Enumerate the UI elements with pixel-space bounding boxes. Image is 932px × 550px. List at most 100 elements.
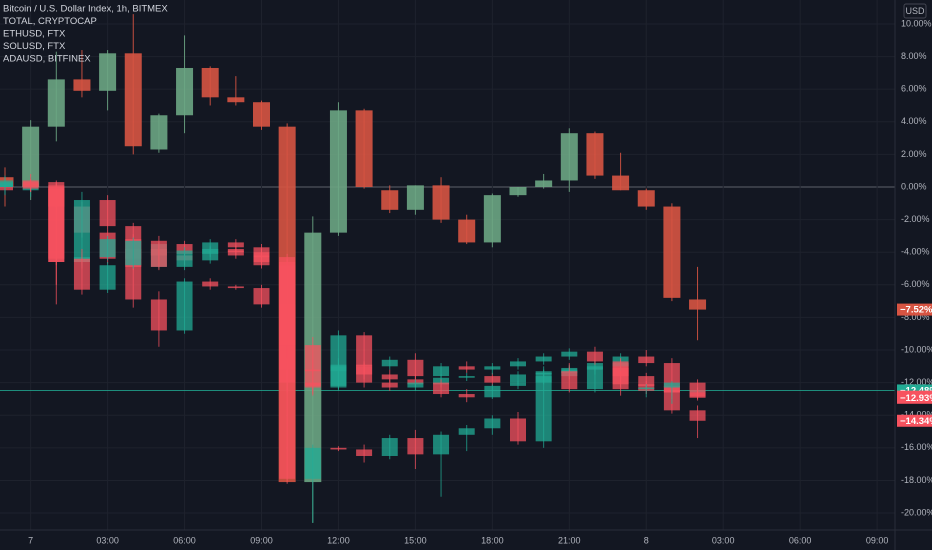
- y-tick-label: 0.00%: [901, 181, 927, 191]
- y-tick-label: 10.00%: [901, 18, 932, 28]
- y-tick-label: -14.00%: [901, 410, 932, 420]
- candle-body: [176, 281, 193, 331]
- candle-body: [253, 247, 270, 266]
- candle-body: [484, 366, 501, 370]
- y-tick-label: -2.00%: [901, 214, 930, 224]
- candle-body: [356, 335, 373, 367]
- candle-body: [47, 79, 65, 127]
- candle-body: [202, 281, 219, 287]
- candle-body: [561, 371, 578, 390]
- candle-body: [381, 359, 398, 367]
- legend-entry: TOTAL, CRYPTOCAP: [3, 16, 97, 27]
- candle-body: [663, 206, 681, 298]
- candle-body: [510, 374, 526, 383]
- candle-body: [227, 242, 244, 248]
- candle-body: [22, 126, 40, 187]
- candle-body: [253, 288, 270, 305]
- x-tick-label: 06:00: [789, 535, 812, 545]
- candle-body: [329, 110, 347, 233]
- x-tick-label: 18:00: [481, 535, 504, 545]
- candle-body: [330, 366, 347, 386]
- axis-labels: 10.00% 8.00% 6.00% 4.00% 2.00% 0.00% -2.00% -4.…: [28, 18, 932, 545]
- candle-body: [0, 186, 13, 191]
- candle-body: [99, 239, 116, 258]
- y-tick-label: -12.00%: [901, 377, 932, 387]
- candle-body: [483, 195, 501, 243]
- candle-body: [73, 79, 91, 91]
- candle-body: [586, 366, 603, 390]
- candle-body: [458, 394, 475, 398]
- legend-entry: SOLUSD, FTX: [3, 41, 66, 52]
- candle-body: [150, 115, 168, 150]
- x-tick-label: 03:00: [712, 535, 735, 545]
- legend-entry: Bitcoin / U.S. Dollar Index, 1h, BITMEX: [3, 4, 168, 15]
- candle-body: [689, 410, 706, 421]
- y-tick-label: 8.00%: [901, 51, 927, 61]
- candle-body: [304, 447, 321, 479]
- candle-body: [99, 265, 116, 290]
- last-value-box: [897, 414, 932, 427]
- candle-body: [535, 371, 552, 442]
- candle-body: [510, 382, 526, 386]
- candle-body: [279, 304, 296, 479]
- x-tick-label: 21:00: [558, 535, 581, 545]
- x-tick-label: 8: [644, 535, 649, 545]
- candle-body: [433, 366, 450, 377]
- candle-body: [227, 286, 244, 289]
- candle-body: [689, 299, 707, 310]
- candle-body: [407, 382, 424, 388]
- candle-body: [150, 299, 167, 331]
- candle-body: [381, 438, 398, 456]
- candle-body: [125, 240, 142, 266]
- candle-body: [330, 447, 347, 450]
- candle-body: [561, 351, 578, 357]
- candle-body: [99, 200, 116, 227]
- candle-body: [638, 387, 655, 390]
- candle-body: [509, 186, 527, 196]
- candle-body: [663, 382, 680, 388]
- x-tick-label: 15:00: [404, 535, 427, 545]
- candle-body: [48, 188, 65, 259]
- candle-body: [0, 182, 13, 187]
- candle-body: [304, 382, 321, 386]
- candle-body: [176, 250, 193, 267]
- y-tick-label: -18.00%: [901, 475, 932, 485]
- candle-body: [176, 67, 194, 116]
- last-value-box: [897, 391, 932, 404]
- last-value-label: −12.93%: [900, 393, 932, 404]
- currency[interactable]: USD: [905, 6, 925, 16]
- candle-body: [484, 385, 501, 398]
- candle-body: [458, 428, 475, 435]
- candle-body: [381, 374, 398, 380]
- candle-body: [330, 335, 347, 372]
- candle-body: [381, 190, 399, 210]
- candle-body: [150, 240, 167, 267]
- candle-body: [124, 53, 142, 147]
- candle-body: [586, 133, 604, 176]
- candle-body: [612, 175, 630, 191]
- currency-box[interactable]: [903, 3, 927, 19]
- y-tick-label: -16.00%: [901, 442, 932, 452]
- candle-body: [227, 97, 245, 103]
- last-value-label: −7.52%: [900, 305, 932, 316]
- candle-body: [586, 351, 603, 362]
- y-tick-label: -20.00%: [901, 507, 932, 517]
- last-value-label: −14.34%: [900, 416, 932, 427]
- last-value-box: [897, 303, 932, 316]
- candle-body: [279, 265, 296, 346]
- candle-body: [433, 434, 450, 455]
- candle-body: [73, 258, 90, 290]
- x-tick-label: 12:00: [327, 535, 350, 545]
- x-tick-label: 09:00: [250, 535, 273, 545]
- candle-body: [458, 366, 475, 370]
- candle-body: [510, 361, 526, 367]
- candle-body: [638, 356, 655, 364]
- candle-body: [406, 185, 424, 210]
- candle-body: [484, 376, 501, 383]
- candle-body: [612, 361, 629, 390]
- legend-entry: ETHUSD, FTX: [3, 29, 66, 40]
- legend: Bitcoin / U.S. Dollar Index, 1h, BITMEXT…: [3, 4, 168, 65]
- candles: [0, 14, 707, 523]
